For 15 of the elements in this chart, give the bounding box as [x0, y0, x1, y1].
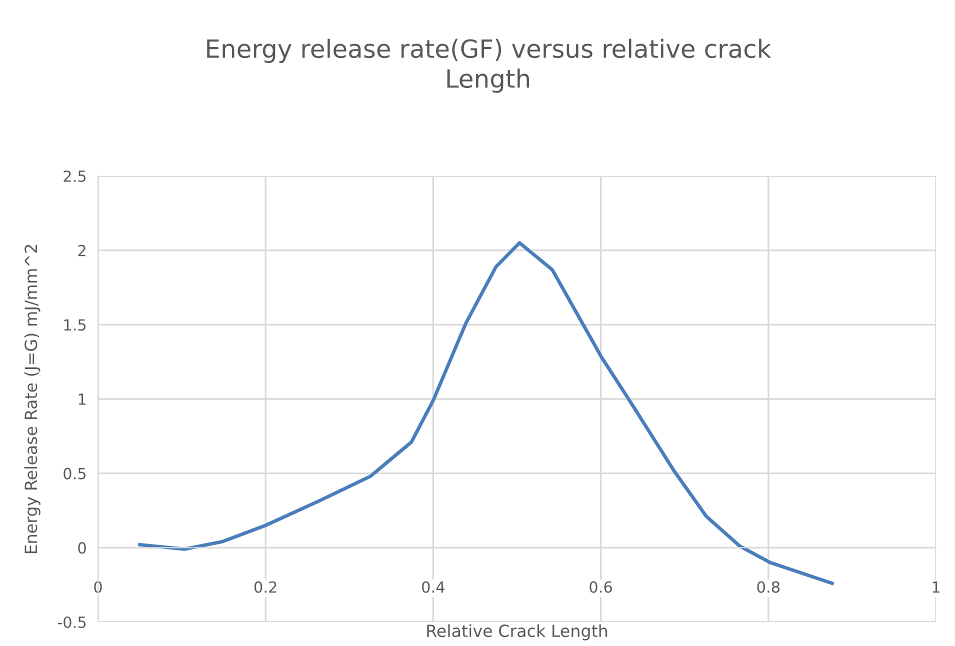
y-tick-label: 0: [78, 542, 86, 554]
y-axis-title: Energy Release Rate (J=G) mJ/mm^2: [24, 244, 40, 554]
y-tick-label: 0.5: [64, 468, 86, 480]
chart-title: Energy release rate(GF) versus relative crack Length: [207, 38, 772, 93]
y-tick-label: -0.5: [58, 616, 86, 628]
x-tick-label: 1: [932, 581, 940, 593]
y-tick-label: 2: [78, 244, 86, 256]
y-tick-label: 1: [78, 394, 86, 405]
x-tick-label: 0.6: [590, 581, 612, 593]
x-tick-label: 0.2: [254, 581, 276, 593]
x-axis-title: Relative Crack Length: [427, 624, 607, 640]
x-tick-label: 0.8: [757, 581, 780, 593]
y-tick-label: 2.5: [64, 170, 86, 182]
x-tick-label: 0.4: [422, 581, 444, 593]
y-tick-label: 1.5: [64, 319, 86, 331]
